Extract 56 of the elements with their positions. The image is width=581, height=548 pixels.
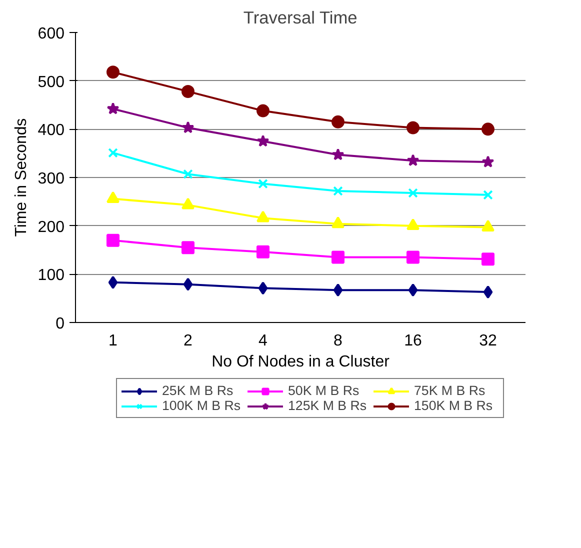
point	[256, 104, 270, 118]
point	[332, 250, 344, 264]
legend-label: 50K M B Rs	[288, 383, 360, 398]
point	[332, 148, 344, 160]
y-tick-label: 0	[56, 316, 65, 332]
x-axis-title: No Of Nodes in a Cluster	[212, 354, 390, 370]
point	[483, 286, 493, 299]
point	[482, 122, 494, 136]
point	[182, 121, 194, 134]
point	[106, 234, 120, 247]
legend-label: 75K M B Rs	[414, 383, 486, 398]
y-tick-label: 500	[38, 74, 65, 91]
point	[406, 250, 420, 264]
point	[182, 84, 194, 98]
y-tick-label: 300	[38, 170, 65, 188]
point	[256, 134, 270, 147]
point	[108, 148, 118, 158]
x-tick-label: 1	[108, 332, 118, 350]
legend-label: 100K M B Rs	[162, 398, 242, 413]
x-tick-label: 8	[334, 332, 343, 350]
point	[332, 216, 344, 228]
x-tick-label: 32	[479, 332, 497, 350]
point	[483, 190, 493, 200]
y-tick-label: 100	[38, 267, 65, 284]
y-tick-label: 600	[38, 26, 65, 42]
point	[256, 210, 270, 222]
y-axis-title: Time in Seconds	[12, 118, 30, 237]
point	[183, 278, 193, 291]
point	[408, 188, 418, 198]
point	[182, 241, 194, 254]
point	[106, 102, 120, 114]
x-tick-label: 16	[404, 332, 422, 350]
y-tick-label: 400	[38, 122, 65, 140]
point	[406, 121, 420, 134]
point	[332, 115, 344, 128]
point	[406, 154, 420, 166]
point	[258, 178, 268, 189]
point	[183, 169, 193, 180]
point	[408, 284, 418, 297]
x-tick-label: 2	[184, 332, 193, 350]
legend-label: 150K M B Rs	[414, 398, 494, 413]
legend-label: 25K M B Rs	[162, 383, 234, 398]
point	[108, 276, 118, 289]
point	[256, 245, 270, 258]
point	[406, 218, 420, 230]
chart-title: Traversal Time	[243, 8, 358, 28]
point	[333, 284, 343, 297]
point	[182, 198, 194, 210]
x-tick-label: 4	[258, 332, 268, 350]
point	[333, 186, 343, 196]
legend-label: 125K M B Rs	[288, 398, 368, 413]
y-tick-label: 200	[38, 218, 65, 236]
point	[482, 252, 494, 266]
point	[482, 156, 494, 168]
point	[258, 282, 268, 295]
point	[106, 66, 120, 79]
